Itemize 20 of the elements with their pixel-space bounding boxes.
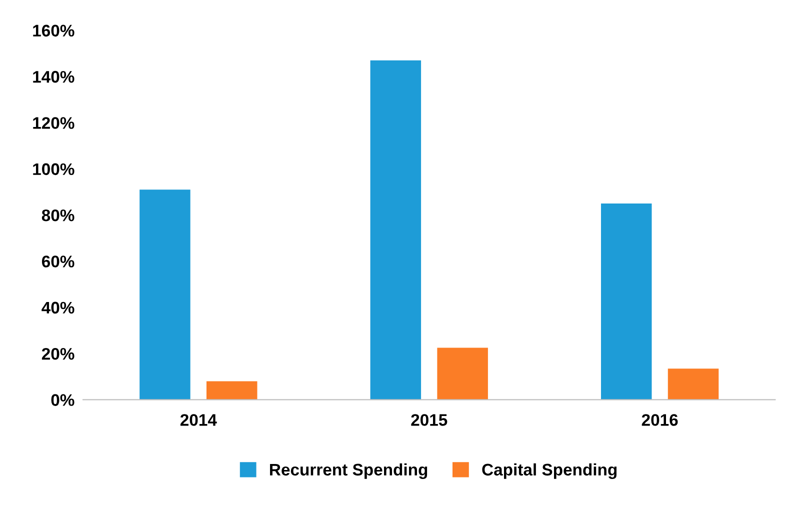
bar bbox=[437, 348, 488, 400]
y-tick-label: 60% bbox=[42, 256, 74, 268]
bar bbox=[370, 60, 422, 400]
y-tick-label: 20% bbox=[42, 348, 74, 360]
x-tick-label: 2016 bbox=[642, 414, 678, 426]
y-tick-label: 80% bbox=[42, 209, 74, 222]
bar bbox=[206, 381, 258, 400]
y-tick-label: 100% bbox=[33, 163, 74, 176]
y-tick-label: 120% bbox=[33, 117, 74, 129]
x-tick-label: 2014 bbox=[180, 414, 217, 426]
legend-label: Capital Spending bbox=[482, 463, 617, 479]
x-tick-label: 2015 bbox=[411, 414, 448, 426]
legend-label: Recurrent Spending bbox=[270, 463, 428, 479]
y-tick-label: 160% bbox=[33, 24, 74, 37]
bar bbox=[140, 190, 190, 400]
bar bbox=[668, 368, 719, 400]
y-tick-label: 40% bbox=[42, 302, 74, 314]
bar bbox=[600, 204, 652, 400]
y-tick-label: 0% bbox=[51, 394, 74, 406]
y-tick-label: 140% bbox=[33, 70, 74, 83]
